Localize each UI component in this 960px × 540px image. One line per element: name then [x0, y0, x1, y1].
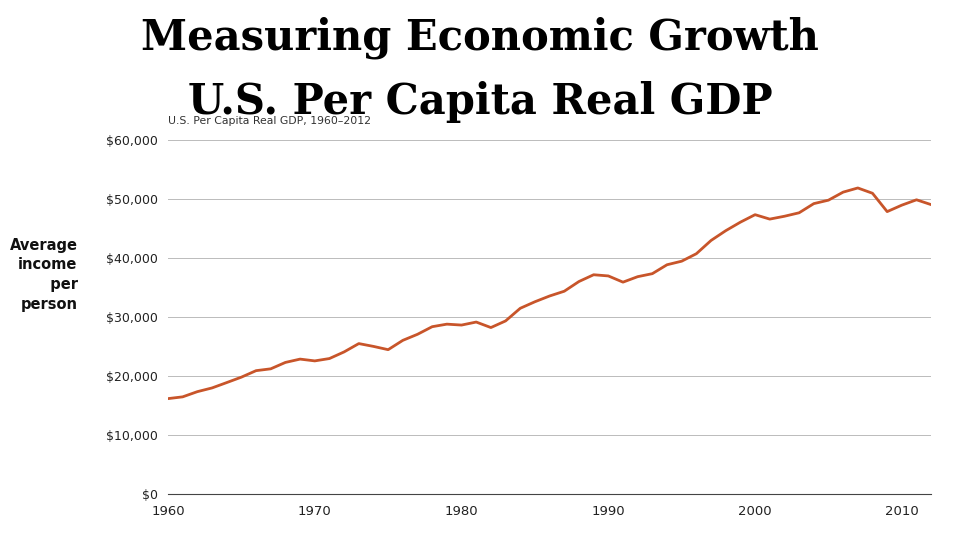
Text: U.S. Per Capita Real GDP, 1960–2012: U.S. Per Capita Real GDP, 1960–2012: [168, 116, 371, 126]
Text: U.S. Per Capita Real GDP: U.S. Per Capita Real GDP: [188, 81, 772, 123]
Text: Average
income
  per
person: Average income per person: [10, 238, 78, 312]
Text: Measuring Economic Growth: Measuring Economic Growth: [141, 16, 819, 58]
